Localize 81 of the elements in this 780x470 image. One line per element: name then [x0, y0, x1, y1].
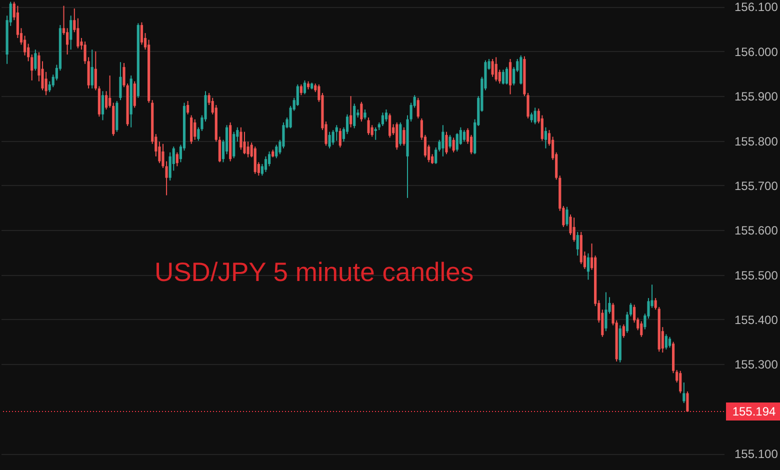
candlestick — [544, 126, 548, 149]
candlestick — [388, 112, 392, 138]
candlestick — [629, 302, 632, 317]
candlestick — [275, 144, 278, 159]
candlestick — [534, 107, 536, 125]
candlestick — [360, 101, 363, 122]
candlestick — [367, 117, 370, 136]
annotation: USD/JPY 5 minute candles — [154, 257, 474, 287]
candlestick — [604, 292, 608, 332]
candlestick — [338, 128, 342, 148]
y-tick-label: 156.100 — [734, 0, 778, 14]
candlestick — [232, 131, 236, 159]
candlestick — [505, 66, 508, 85]
candlestick — [540, 114, 544, 142]
candlestick — [502, 69, 504, 85]
candlestick — [416, 97, 420, 119]
y-tick-label: 155.100 — [734, 447, 778, 462]
candlestick — [264, 156, 268, 173]
candlestick — [133, 80, 136, 108]
y-tick-label: 156.000 — [734, 44, 778, 59]
candlestick — [668, 336, 672, 348]
candlestick — [350, 96, 352, 128]
candlestick — [300, 84, 302, 96]
y-tick-label: 155.900 — [734, 90, 778, 104]
candlestick — [353, 103, 356, 129]
candlestick — [194, 118, 196, 140]
y-tick-label: 155.800 — [734, 134, 778, 148]
candlestick — [364, 108, 366, 120]
candlestick — [586, 252, 590, 280]
candlestick — [664, 334, 668, 350]
candlestick — [186, 100, 190, 115]
candlestick — [626, 311, 629, 334]
y-tick-label: 155.500 — [734, 268, 778, 282]
candlestick — [445, 131, 448, 155]
candlestick — [303, 80, 306, 95]
candlestick — [402, 126, 406, 146]
candlestick — [399, 122, 402, 146]
candlestick — [530, 112, 533, 123]
candlestick — [346, 114, 349, 135]
candlestick — [470, 134, 473, 155]
candlestick — [254, 146, 256, 174]
candlestick — [34, 49, 37, 72]
candlestick — [243, 131, 246, 155]
candlestick — [70, 15, 72, 50]
candlestick — [90, 49, 94, 89]
candlestick — [679, 370, 682, 394]
candlestick — [119, 62, 122, 101]
candlestick — [23, 35, 26, 56]
candlestick — [576, 231, 579, 256]
candlestick — [572, 217, 576, 242]
y-tick-label: 155.700 — [734, 178, 778, 193]
candlestick — [494, 56, 498, 82]
candlestick — [686, 390, 689, 412]
candlestick — [622, 324, 625, 338]
candlestick — [381, 112, 384, 127]
candlestick — [104, 90, 108, 110]
candlestick — [566, 206, 568, 227]
candlestick — [260, 163, 264, 176]
candlestick — [682, 382, 686, 404]
y-tick-label: 155.400 — [734, 312, 778, 327]
ref-line-label: 155.194 — [732, 404, 776, 419]
candlestick — [640, 320, 643, 338]
candlestick — [335, 124, 338, 142]
candlestick — [101, 90, 104, 121]
candlestick — [396, 122, 398, 150]
candlestick — [328, 131, 331, 149]
candlestick — [491, 58, 494, 78]
candlestick — [384, 108, 388, 122]
y-tick-label: 155.300 — [734, 358, 778, 372]
y-tick-label: 155.600 — [734, 224, 778, 238]
candlestick — [459, 126, 462, 146]
candlestick — [140, 22, 144, 46]
candlestick — [374, 126, 377, 140]
candlestick — [452, 137, 455, 153]
candlestick — [296, 84, 299, 106]
candlestick — [240, 126, 242, 150]
candlestick — [508, 58, 512, 95]
candlestick — [448, 134, 452, 149]
candlestick — [442, 124, 444, 157]
candlestick — [462, 130, 466, 142]
candlestick — [176, 152, 178, 167]
